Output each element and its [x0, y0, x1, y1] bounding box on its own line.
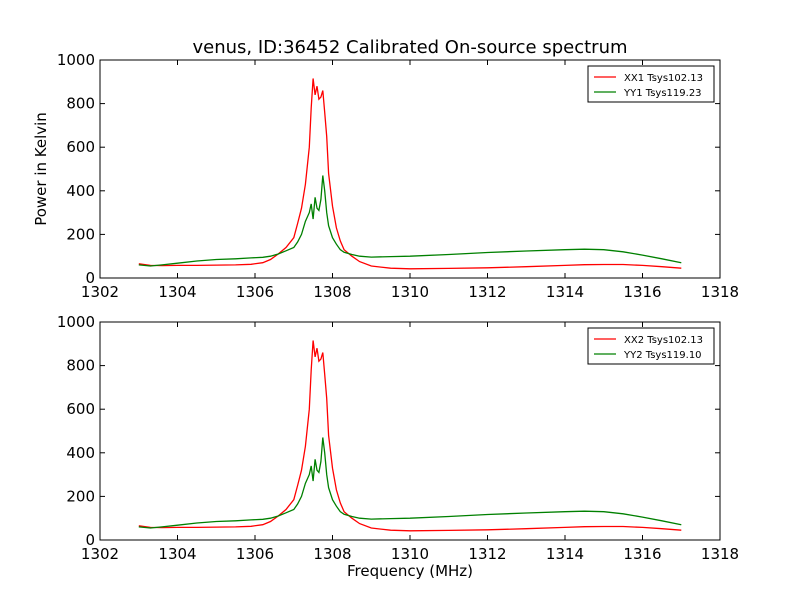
- legend-box: [587, 65, 715, 103]
- x-tick-label: 1314: [546, 283, 584, 301]
- legend: XX2 Tsys102.13 YY2 Tsys119.10: [587, 327, 715, 365]
- x-tick-label: 1304: [158, 283, 196, 301]
- x-tick-label: 1318: [701, 283, 739, 301]
- x-tick-label: 1304: [158, 545, 196, 563]
- legend: XX1 Tsys102.13 YY1 Tsys119.23: [587, 65, 715, 103]
- x-tick-label: 1316: [623, 545, 661, 563]
- series-line-yy1: [138, 175, 682, 267]
- legend-label: YY1 Tsys119.23: [623, 88, 702, 99]
- legend-label: XX1 Tsys102.13: [624, 73, 703, 84]
- legend-label: YY2 Tsys119.10: [623, 350, 702, 361]
- y-tick-label: 1000: [57, 313, 95, 331]
- y-axis-label: Power in Kelvin: [32, 112, 50, 226]
- x-tick-label: 1312: [468, 283, 506, 301]
- series-line-yy2: [138, 437, 682, 529]
- y-tick-label: 200: [66, 225, 95, 243]
- x-tick-label: 1302: [81, 283, 119, 301]
- lower-panel: 1302 1304 1306 1308 1310 1312 1314 1316 1318 0 200…: [57, 313, 739, 563]
- legend-label: XX2 Tsys102.13: [624, 335, 703, 346]
- x-tick-label: 1306: [236, 283, 274, 301]
- legend-box: [587, 327, 715, 365]
- y-tick-label: 800: [66, 95, 95, 113]
- x-tick-label: 1308: [313, 283, 351, 301]
- x-tick-label: 1306: [236, 545, 274, 563]
- x-tick-label: 1314: [546, 545, 584, 563]
- upper-panel: 1302 1304 1306 1308 1310 1312 1314 1316 1318 0 200…: [57, 51, 739, 301]
- x-tick-label: 1310: [391, 545, 429, 563]
- y-tick-label: 400: [66, 182, 95, 200]
- y-tick-label: 600: [66, 138, 95, 156]
- x-tick-label: 1302: [81, 545, 119, 563]
- series-line-xx2: [138, 340, 682, 532]
- x-tick-label: 1310: [391, 283, 429, 301]
- y-tick-label: 600: [66, 400, 95, 418]
- y-tick-label: 0: [85, 269, 95, 287]
- x-tick-label: 1316: [623, 283, 661, 301]
- y-tick-label: 200: [66, 487, 95, 505]
- y-tick-label: 800: [66, 357, 95, 375]
- y-tick-label: 0: [85, 531, 95, 549]
- x-tick-label: 1312: [468, 545, 506, 563]
- chart-title: venus, ID:36452 Calibrated On-source spe…: [192, 37, 627, 58]
- x-tick-label: 1308: [313, 545, 351, 563]
- x-tick-label: 1318: [701, 545, 739, 563]
- series-line-xx1: [138, 78, 682, 270]
- y-tick-label: 400: [66, 444, 95, 462]
- x-axis-label: Frequency (MHz): [347, 562, 473, 580]
- y-tick-label: 1000: [57, 51, 95, 69]
